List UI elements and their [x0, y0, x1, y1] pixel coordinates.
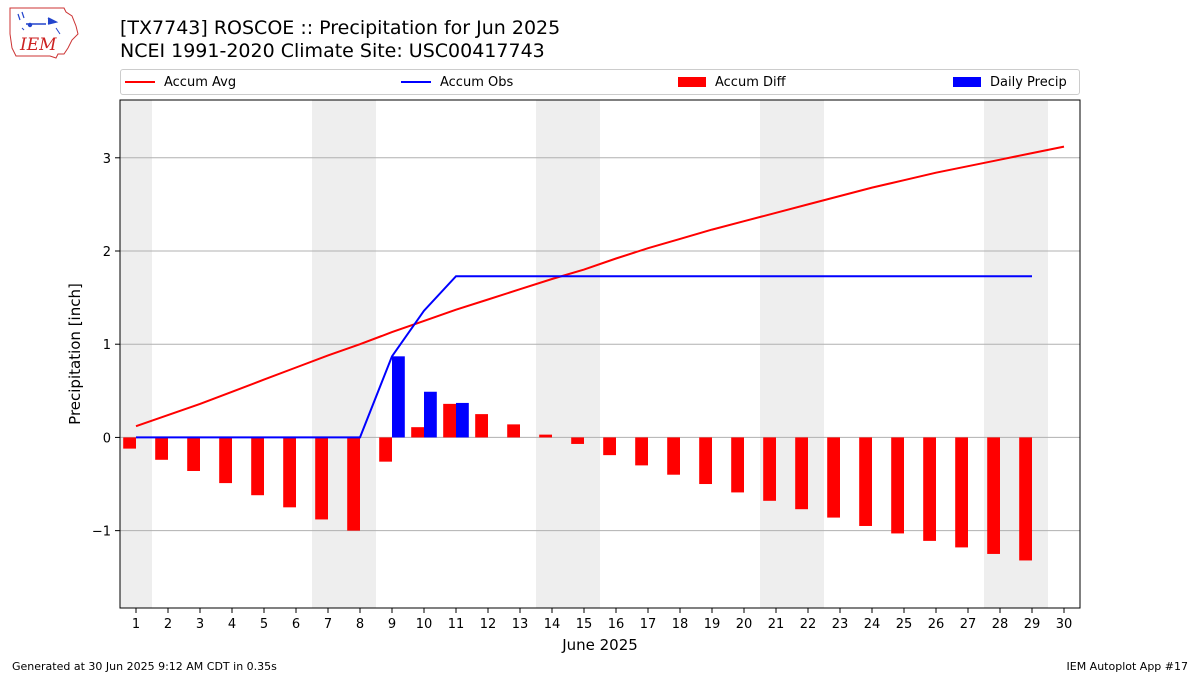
legend-swatch-accum-diff [678, 77, 706, 87]
x-tick-label-3: 3 [196, 617, 204, 632]
x-tick-label-18: 18 [672, 617, 689, 632]
x-tick-label-19: 19 [704, 617, 721, 632]
legend-item-accum-obs: Accum Obs [401, 70, 513, 94]
accum-diff-bar-7 [315, 437, 328, 520]
x-tick-label-9: 9 [388, 617, 396, 632]
accum-diff-bar-13 [507, 424, 520, 438]
accum-diff-bar-12 [475, 414, 488, 438]
legend-item-accum-avg: Accum Avg [125, 70, 236, 94]
accum-diff-bar-24 [859, 437, 872, 526]
legend-label-daily-precip: Daily Precip [990, 74, 1067, 90]
accum-diff-bar-21 [763, 437, 776, 501]
accum-diff-bar-17 [635, 437, 648, 466]
x-tick-label-17: 17 [640, 617, 657, 632]
legend-label-accum-diff: Accum Diff [715, 74, 786, 90]
x-tick-label-6: 6 [292, 617, 300, 632]
accum-diff-bar-9 [379, 437, 392, 462]
y-tick-label-0: 0 [103, 431, 111, 446]
accum-diff-bar-23 [827, 437, 840, 518]
x-tick-label-7: 7 [324, 617, 332, 632]
weekend-band-2 [536, 100, 600, 608]
accum-diff-bar-22 [795, 437, 808, 510]
x-tick-label-11: 11 [448, 617, 465, 632]
x-tick-label-23: 23 [832, 617, 849, 632]
accum-diff-bar-27 [955, 437, 968, 548]
y-tick-label--1: −1 [92, 525, 111, 540]
accum-obs-line [136, 275, 1032, 439]
app-footer: IEM Autoplot App #17 [1066, 660, 1189, 673]
accum-diff-bar-25 [891, 437, 904, 534]
accum-diff-bar-6 [283, 437, 296, 508]
daily-precip-bar-10 [424, 391, 437, 438]
accum-diff-bar-8 [347, 437, 360, 531]
legend-item-accum-diff: Accum Diff [678, 70, 786, 94]
chart-title: [TX7743] ROSCOE :: Precipitation for Jun… [120, 17, 561, 39]
x-tick-label-14: 14 [544, 617, 561, 632]
logo-text: IEM [19, 35, 57, 55]
legend-swatch-accum-avg [125, 81, 155, 83]
accum-diff-bar-2 [155, 437, 168, 460]
x-tick-label-28: 28 [992, 617, 1009, 632]
x-tick-label-29: 29 [1024, 617, 1041, 632]
accum-diff-bar-28 [987, 437, 1000, 554]
legend-swatch-daily-precip [953, 77, 981, 87]
x-tick-label-30: 30 [1056, 617, 1073, 632]
x-tick-label-15: 15 [576, 617, 593, 632]
y-tick-label-3: 3 [103, 152, 111, 167]
x-tick-label-5: 5 [260, 617, 268, 632]
x-axis-label: June 2025 [561, 636, 638, 654]
accum-diff-bar-26 [923, 437, 936, 541]
x-tick-label-13: 13 [512, 617, 529, 632]
y-tick-label-1: 1 [103, 338, 111, 353]
plot-frame [119, 99, 1081, 609]
accum-diff-bar-3 [187, 437, 200, 471]
accum-diff-bar-5 [251, 437, 264, 496]
legend-swatch-accum-obs [401, 81, 431, 83]
x-tick-label-8: 8 [356, 617, 364, 632]
x-tick-label-20: 20 [736, 617, 753, 632]
x-tick-label-12: 12 [480, 617, 497, 632]
accum-diff-bar-11 [443, 403, 456, 438]
accum-diff-bar-18 [667, 437, 680, 475]
legend-label-accum-obs: Accum Obs [440, 74, 514, 90]
x-tick-label-27: 27 [960, 617, 977, 632]
weekend-band-0 [120, 100, 152, 608]
accum-diff-bar-16 [603, 437, 616, 456]
accum-diff-bar-14 [539, 434, 552, 438]
accum-diff-bar-29 [1019, 437, 1032, 561]
x-tick-label-4: 4 [228, 617, 236, 632]
daily-precip-bar-9 [392, 356, 405, 438]
accum-diff-bar-4 [219, 437, 232, 484]
chart-subtitle: NCEI 1991-2020 Climate Site: USC00417743 [120, 40, 545, 62]
legend-label-accum-avg: Accum Avg [164, 74, 237, 90]
weekend-band-1 [312, 100, 376, 608]
x-tick-label-25: 25 [896, 617, 913, 632]
y-axis-label: Precipitation [inch] [66, 283, 84, 425]
legend-item-daily-precip: Daily Precip [953, 70, 1067, 94]
x-tick-label-26: 26 [928, 617, 945, 632]
accum-diff-bar-19 [699, 437, 712, 485]
generated-footer: Generated at 30 Jun 2025 9:12 AM CDT in … [12, 660, 277, 673]
x-tick-label-24: 24 [864, 617, 881, 632]
x-tick-label-16: 16 [608, 617, 625, 632]
accum-diff-bar-10 [411, 427, 424, 438]
daily-precip-bar-11 [456, 402, 469, 438]
x-tick-label-22: 22 [800, 617, 817, 632]
x-tick-label-21: 21 [768, 617, 785, 632]
iem-logo: IEM [9, 7, 79, 59]
x-tick-label-10: 10 [416, 617, 433, 632]
y-tick-label-2: 2 [103, 245, 111, 260]
accum-diff-bar-20 [731, 437, 744, 493]
accum-diff-bar-15 [571, 437, 584, 444]
accum-diff-bar-1 [123, 437, 136, 449]
x-tick-label-1: 1 [132, 617, 140, 632]
weekend-band-3 [760, 100, 824, 608]
x-tick-label-2: 2 [164, 617, 172, 632]
legend: Accum Avg Accum Obs Accum Diff Daily Pre… [120, 69, 1080, 95]
accum-avg-line [135, 145, 1065, 428]
